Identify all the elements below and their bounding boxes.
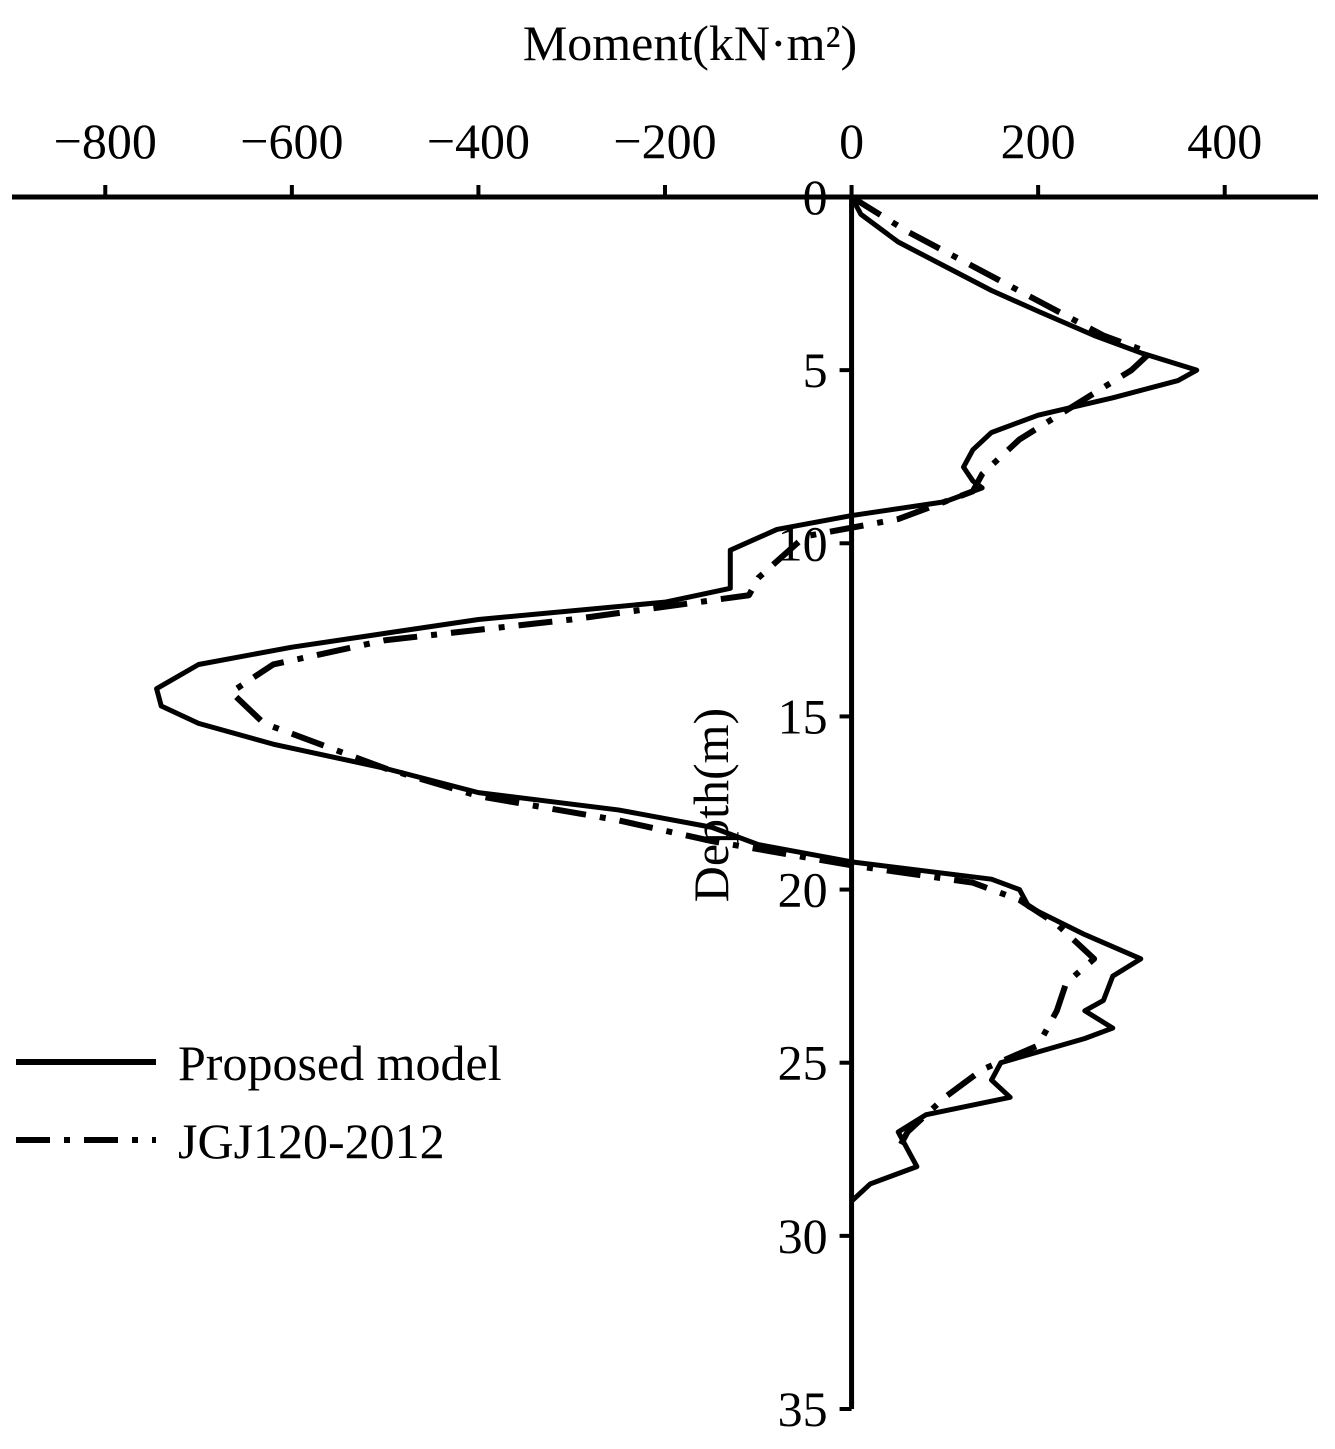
series-line: [154, 195, 1200, 1204]
x-tick-label: 400: [1187, 113, 1262, 169]
y-tick-label: 35: [778, 1381, 828, 1437]
y-tick-label: 15: [778, 688, 828, 744]
x-tick-label: −600: [240, 113, 343, 169]
legend-label: Proposed model: [178, 1035, 502, 1091]
y-tick-label: 30: [778, 1208, 828, 1264]
x-tick-label: −800: [54, 113, 157, 169]
x-tick-label: 200: [1001, 113, 1076, 169]
y-tick-label: 5: [803, 342, 828, 398]
series-line: [228, 194, 1154, 1151]
x-tick-label: 0: [839, 113, 864, 169]
y-tick-label: 20: [778, 862, 828, 918]
y-axis-label: Depth(m): [683, 708, 739, 902]
legend-label: JGJ120-2012: [178, 1113, 445, 1169]
x-tick-label: −400: [427, 113, 530, 169]
x-tick-label: −200: [613, 113, 716, 169]
x-axis-label: Moment(kN·m²): [523, 15, 857, 71]
y-tick-label: 25: [778, 1035, 828, 1091]
y-tick-label: 0: [803, 169, 828, 225]
